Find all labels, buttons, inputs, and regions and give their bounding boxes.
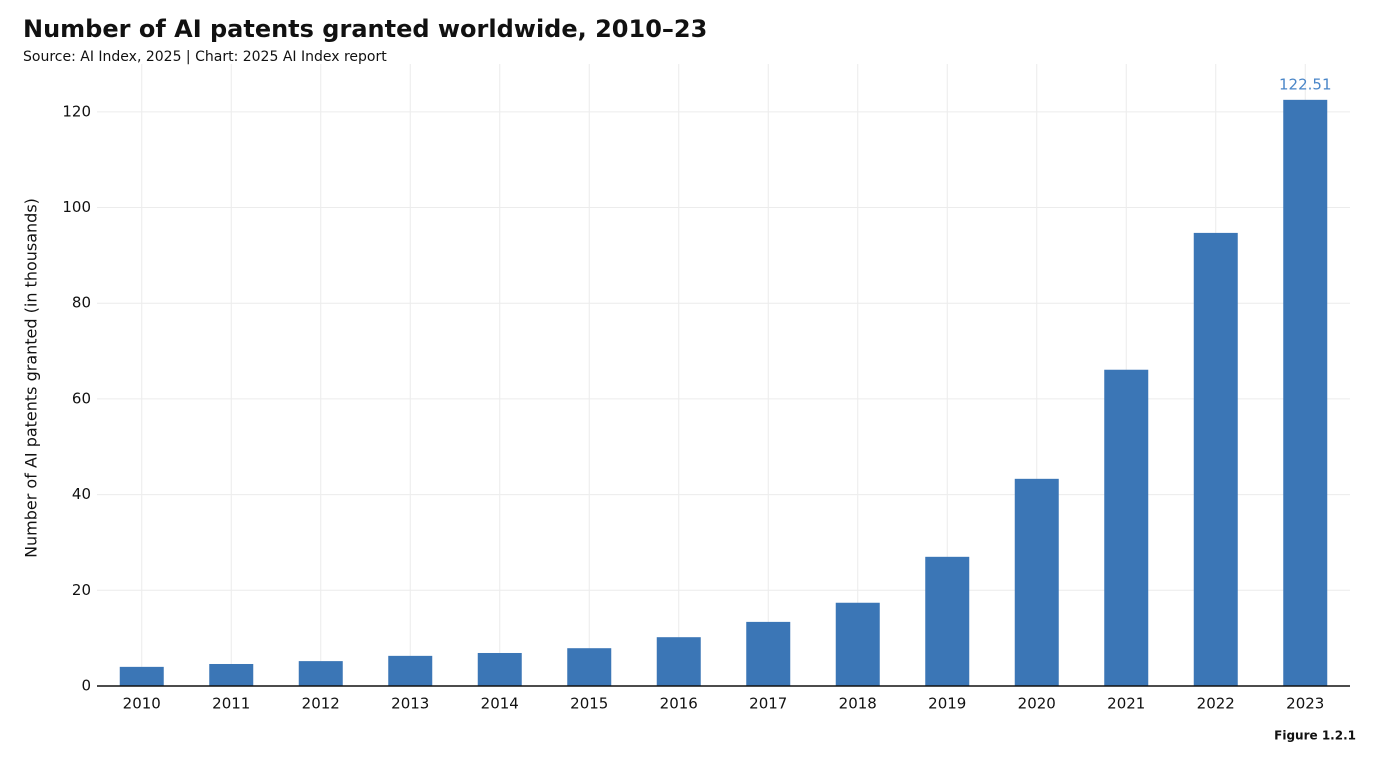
bar bbox=[298, 661, 343, 686]
x-tick-label: 2010 bbox=[123, 695, 161, 713]
y-tick-label: 80 bbox=[72, 294, 91, 312]
x-tick-label: 2018 bbox=[839, 695, 877, 713]
x-tick-label: 2014 bbox=[481, 695, 519, 713]
y-tick-label: 20 bbox=[72, 581, 91, 599]
y-tick-label: 120 bbox=[62, 102, 91, 120]
x-tick-label: 2012 bbox=[302, 695, 340, 713]
y-tick-label: 60 bbox=[72, 389, 91, 407]
bar bbox=[209, 663, 254, 686]
bar bbox=[656, 637, 701, 686]
x-tick-label: 2021 bbox=[1107, 695, 1145, 713]
bar bbox=[835, 602, 880, 686]
bar bbox=[388, 655, 433, 686]
bar bbox=[746, 621, 791, 686]
chart-title: Number of AI patents granted worldwide, … bbox=[23, 15, 707, 43]
x-tick-label: 2016 bbox=[660, 695, 698, 713]
x-tick-label: 2011 bbox=[212, 695, 250, 713]
bar bbox=[1193, 232, 1238, 687]
bar bbox=[1283, 99, 1328, 686]
bar bbox=[567, 648, 612, 686]
figure-label: Figure 1.2.1 bbox=[1274, 729, 1356, 743]
x-tick-label: 2019 bbox=[928, 695, 966, 713]
bar bbox=[1014, 478, 1059, 686]
y-tick-label: 0 bbox=[81, 677, 91, 695]
bar bbox=[477, 652, 522, 686]
y-axis-label: Number of AI patents granted (in thousan… bbox=[22, 198, 41, 558]
y-tick-label: 40 bbox=[72, 485, 91, 503]
x-tick-label: 2013 bbox=[391, 695, 429, 713]
bar bbox=[1104, 369, 1149, 686]
x-tick-label: 2022 bbox=[1197, 695, 1235, 713]
y-tick-label: 100 bbox=[62, 198, 91, 216]
bar bbox=[925, 556, 970, 686]
x-tick-label: 2017 bbox=[749, 695, 787, 713]
value-label: 122.51 bbox=[1279, 75, 1332, 93]
x-tick-label: 2015 bbox=[570, 695, 608, 713]
x-tick-label: 2020 bbox=[1018, 695, 1056, 713]
x-tick-label: 2023 bbox=[1286, 695, 1324, 713]
chart-subtitle: Source: AI Index, 2025 | Chart: 2025 AI … bbox=[23, 49, 387, 65]
bar bbox=[119, 666, 164, 686]
